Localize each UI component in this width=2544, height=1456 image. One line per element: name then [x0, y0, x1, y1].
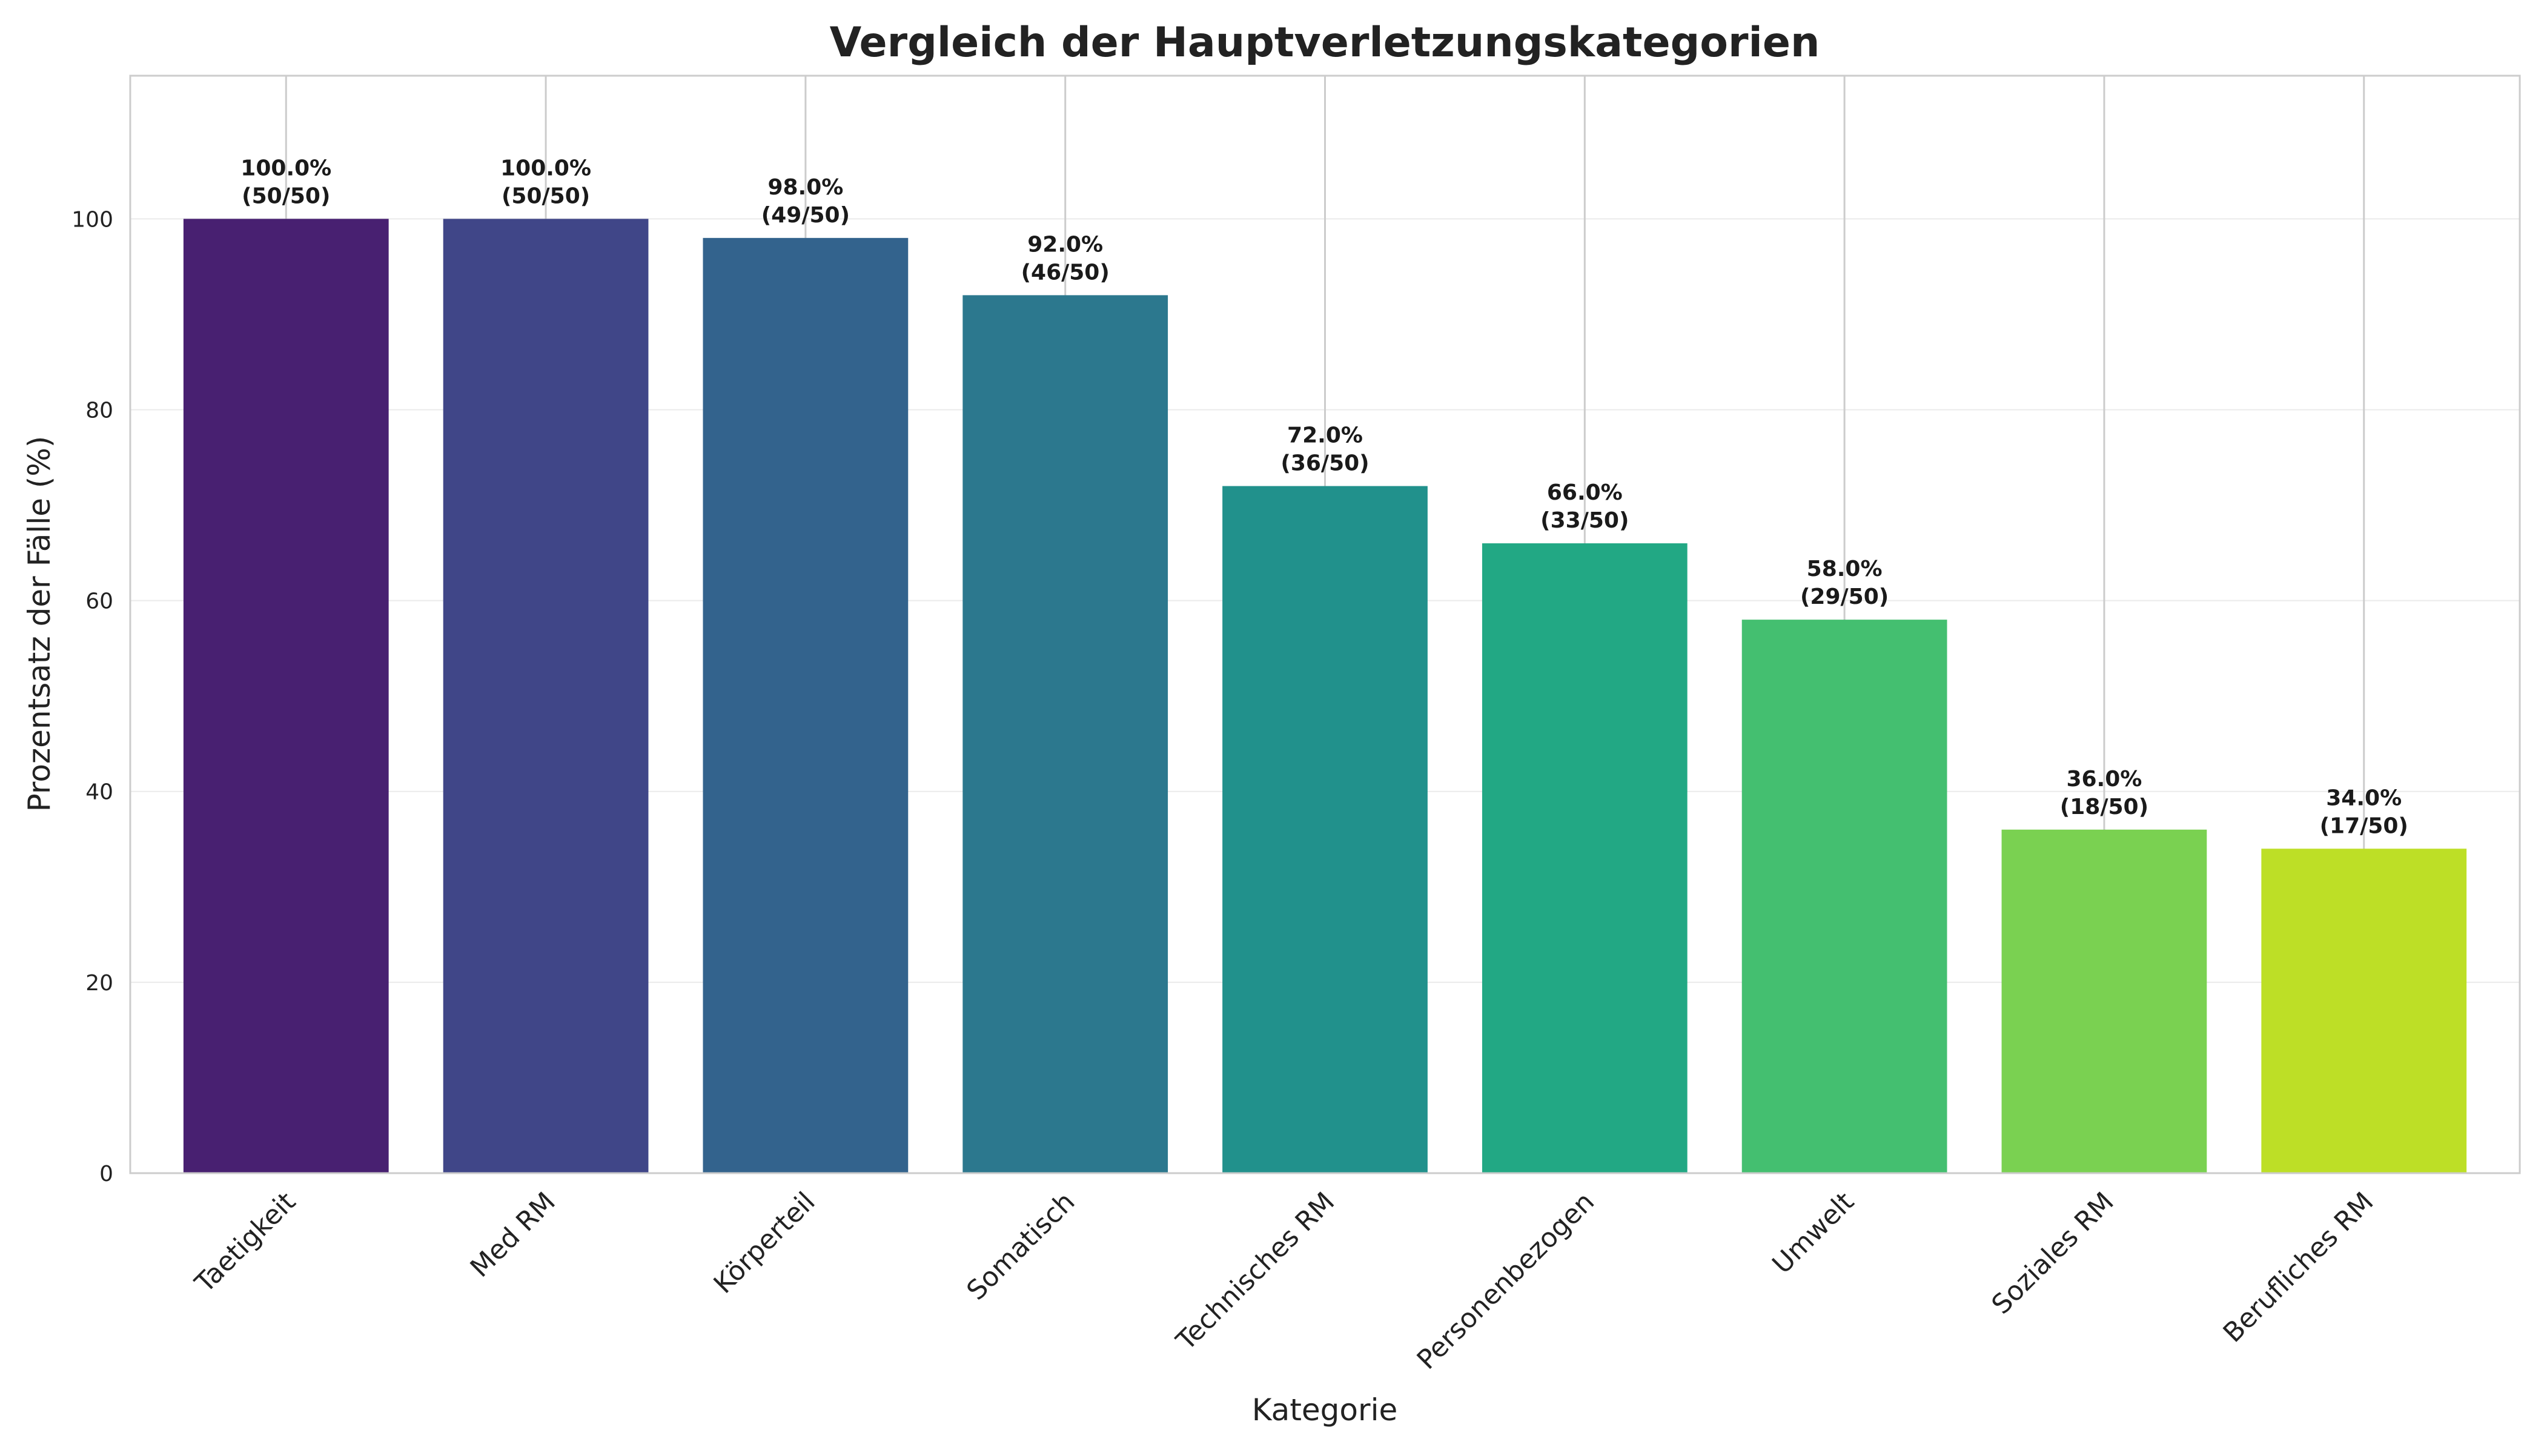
bar-count-label: (17/50)	[2320, 813, 2408, 838]
bar-percent-label: 98.0%	[767, 175, 843, 200]
bar-count-label: (18/50)	[2060, 795, 2148, 819]
chart-title: Vergleich der Hauptverletzungskategorien	[830, 19, 1820, 67]
bar	[1222, 486, 1428, 1173]
y-axis-title: Prozentsatz der Fälle (%)	[22, 436, 57, 812]
y-tick-label: 80	[85, 398, 113, 423]
y-tick-label: 60	[85, 589, 113, 614]
bar-count-label: (50/50)	[502, 184, 590, 208]
bar-count-label: (36/50)	[1280, 451, 1369, 476]
bar-percent-label: 34.0%	[2326, 786, 2402, 810]
y-tick-label: 100	[71, 207, 113, 232]
bar-percent-label: 36.0%	[2066, 767, 2142, 792]
bar-count-label: (29/50)	[1800, 584, 1889, 609]
bar-percent-label: 100.0%	[500, 156, 591, 180]
y-tick-label: 0	[99, 1162, 113, 1186]
y-tick-label: 20	[85, 971, 113, 996]
data-labels: 100.0% (50/50) 100.0% (50/50) 98.0% (49/50) 92…	[240, 156, 2408, 838]
bar	[962, 295, 1168, 1173]
bar-count-label: (50/50)	[242, 184, 330, 208]
bar-percent-label: 72.0%	[1287, 423, 1363, 448]
bar	[443, 219, 649, 1173]
bars	[183, 219, 2467, 1174]
bar-count-label: (49/50)	[761, 203, 850, 228]
x-axis-title: Kategorie	[1252, 1392, 1397, 1428]
bar-count-label: (33/50)	[1540, 508, 1629, 533]
bar-percent-label: 100.0%	[240, 156, 331, 180]
plot-frame	[129, 74, 2521, 1174]
bar-count-label: (46/50)	[1021, 260, 1110, 285]
bar	[183, 219, 389, 1173]
bar	[1482, 543, 1688, 1173]
bar	[2261, 849, 2467, 1173]
bar	[2001, 829, 2207, 1173]
bar-percent-label: 66.0%	[1547, 480, 1623, 505]
bar-percent-label: 92.0%	[1027, 232, 1103, 257]
bar	[1741, 620, 1947, 1173]
bar-percent-label: 58.0%	[1807, 557, 1883, 581]
bar	[703, 237, 909, 1174]
y-tick-label: 40	[85, 780, 113, 805]
